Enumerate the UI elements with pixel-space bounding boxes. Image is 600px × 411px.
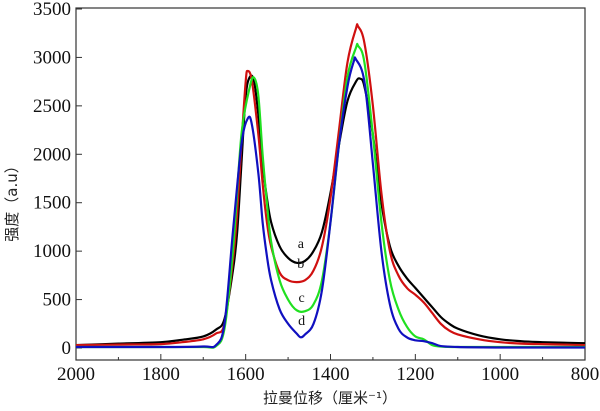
series-label-b: b (297, 257, 304, 272)
x-tick-label: 800 (571, 364, 600, 385)
series-line-b (75, 23, 586, 347)
x-tick-label: 1000 (481, 364, 519, 385)
y-tick-label: 1000 (33, 241, 71, 262)
y-tick-label: 1500 (33, 193, 71, 214)
series-line-c (75, 42, 585, 349)
series-lines (75, 23, 586, 349)
x-tick-label: 1800 (142, 364, 180, 385)
series-labels: ab cd (297, 237, 305, 329)
y-tick-label: 3000 (33, 47, 71, 68)
series-label-a: a (298, 237, 305, 252)
y-tick-label: 0 (62, 338, 72, 359)
y-tick-label: 2000 (33, 144, 71, 165)
x-tick-label: 1600 (227, 364, 265, 385)
x-axis-label: 拉曼位移（厘米⁻¹） (263, 389, 397, 407)
y-tick-label: 2500 (33, 96, 71, 117)
x-tick-label: 2000 (57, 364, 95, 385)
y-axis-label: 强度（a.u） (3, 158, 21, 241)
series-line-a (75, 74, 586, 347)
x-tick-label: 1400 (312, 364, 350, 385)
y-tick-label: 3500 (33, 0, 71, 20)
axes: 2000 1800 1600 1400 1200 1000 800 0 500 1000 1500 2… (33, 0, 599, 385)
series-line-d (75, 56, 585, 349)
series-label-c: c (299, 291, 305, 306)
x-tick-label: 1200 (396, 364, 434, 385)
series-label-d: d (298, 314, 305, 329)
y-tick-label: 500 (43, 290, 72, 311)
plot-frame (75, 7, 586, 361)
